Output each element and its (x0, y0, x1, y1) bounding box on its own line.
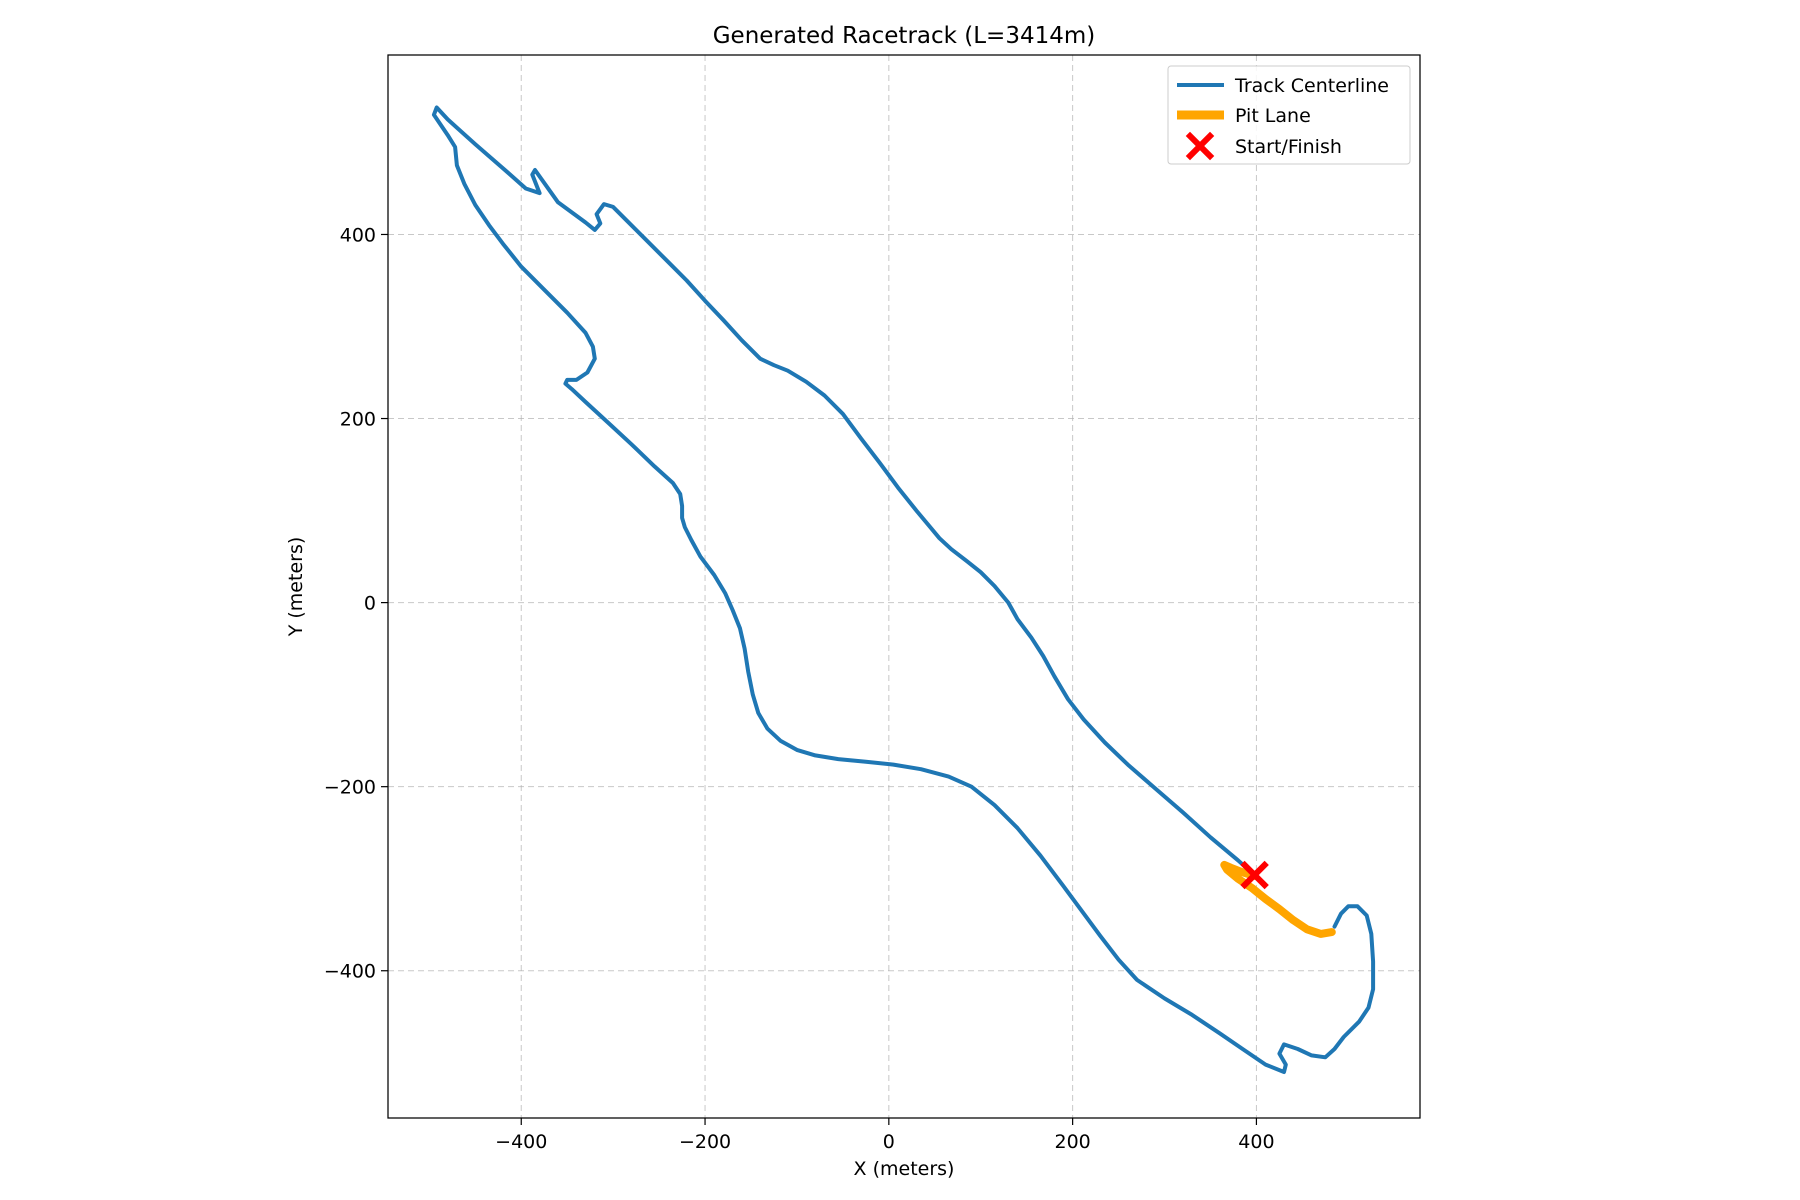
legend-swatch-start-finish (1185, 131, 1215, 161)
start-finish-marker (1240, 860, 1269, 890)
track-centerline-line (431, 105, 1376, 1074)
plot-data (431, 105, 1376, 1074)
y-tick-label: −400 (324, 961, 376, 983)
legend-label-track-centerline: Track Centerline (1234, 75, 1389, 97)
y-tick-label: −200 (324, 777, 376, 799)
x-tick-label: −200 (679, 1131, 731, 1153)
marker-stroke (1240, 860, 1269, 890)
y-axis-label: Y (meters) (285, 537, 307, 638)
legend-label-pit-lane: Pit Lane (1235, 105, 1311, 127)
y-tick-label: 400 (340, 224, 376, 246)
pit-lane-line (1220, 860, 1336, 938)
ticks: −400 −200 0 200 400 −400 −200 0 200 400 (324, 224, 1275, 1153)
axes-frame (387, 54, 1421, 1119)
x-tick-label: 200 (1054, 1131, 1090, 1153)
x-tick-label: 0 (883, 1131, 895, 1153)
chart-title: Generated Racetrack (L=3414m) (713, 23, 1096, 49)
legend-label-start-finish: Start/Finish (1235, 136, 1342, 158)
legend-box (1167, 65, 1411, 165)
x-tick-label: −400 (495, 1131, 547, 1153)
grid (388, 55, 1420, 1118)
legend: Track Centerline Pit Lane Start/Finish (1167, 65, 1411, 165)
marker-stroke (1185, 131, 1215, 161)
y-tick-label: 200 (340, 409, 376, 431)
x-tick-label: 400 (1238, 1131, 1274, 1153)
x-axis-label: X (meters) (854, 1158, 955, 1180)
y-tick-label: 0 (364, 593, 376, 615)
legend-cross (1185, 131, 1215, 161)
